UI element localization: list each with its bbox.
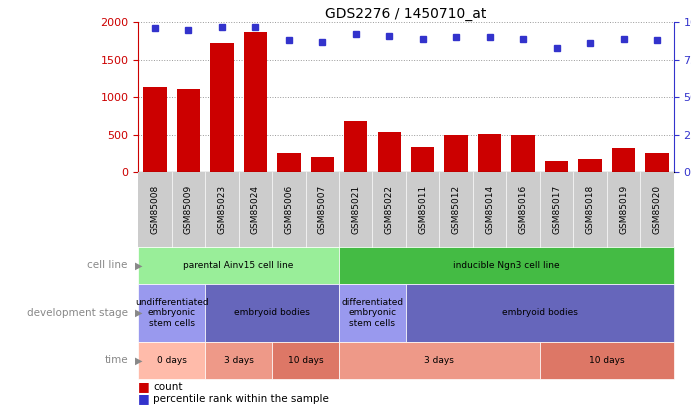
Bar xyxy=(545,161,568,172)
Text: ■: ■ xyxy=(138,392,150,405)
Text: undifferentiated
embryonic
stem cells: undifferentiated embryonic stem cells xyxy=(135,298,209,328)
Bar xyxy=(143,87,167,172)
Text: GSM85014: GSM85014 xyxy=(485,185,494,234)
Text: ▶: ▶ xyxy=(135,356,142,365)
Text: differentiated
embryonic
stem cells: differentiated embryonic stem cells xyxy=(341,298,404,328)
Bar xyxy=(210,43,234,172)
Bar xyxy=(244,32,267,172)
Text: GSM85007: GSM85007 xyxy=(318,185,327,234)
Bar xyxy=(310,157,334,172)
Text: ▶: ▶ xyxy=(135,308,142,318)
Text: GSM85011: GSM85011 xyxy=(418,185,427,234)
Bar xyxy=(645,153,669,172)
Text: development stage: development stage xyxy=(27,308,128,318)
Bar xyxy=(177,89,200,172)
Text: GSM85022: GSM85022 xyxy=(385,185,394,234)
Text: embryoid bodies: embryoid bodies xyxy=(234,308,310,318)
Text: embryoid bodies: embryoid bodies xyxy=(502,308,578,318)
Text: GSM85020: GSM85020 xyxy=(652,185,661,234)
Text: ■: ■ xyxy=(138,380,150,393)
Text: count: count xyxy=(153,382,183,392)
Text: GSM85006: GSM85006 xyxy=(284,185,293,234)
Text: GSM85024: GSM85024 xyxy=(251,185,260,234)
Text: GSM85012: GSM85012 xyxy=(452,185,461,234)
Text: GSM85021: GSM85021 xyxy=(351,185,360,234)
Text: GSM85023: GSM85023 xyxy=(218,185,227,234)
Bar xyxy=(578,160,602,172)
Bar xyxy=(444,135,468,172)
Text: parental Ainv15 cell line: parental Ainv15 cell line xyxy=(183,261,294,270)
Text: 3 days: 3 days xyxy=(224,356,254,365)
Text: percentile rank within the sample: percentile rank within the sample xyxy=(153,394,330,404)
Text: GSM85017: GSM85017 xyxy=(552,185,561,234)
Text: 0 days: 0 days xyxy=(157,356,187,365)
Text: inducible Ngn3 cell line: inducible Ngn3 cell line xyxy=(453,261,560,270)
Bar xyxy=(411,147,435,172)
Text: 3 days: 3 days xyxy=(424,356,455,365)
Bar xyxy=(511,135,535,172)
Bar xyxy=(277,153,301,172)
Text: GSM85016: GSM85016 xyxy=(519,185,528,234)
Text: 10 days: 10 days xyxy=(589,356,625,365)
Text: cell line: cell line xyxy=(88,260,128,270)
Title: GDS2276 / 1450710_at: GDS2276 / 1450710_at xyxy=(325,7,486,21)
Text: GSM85008: GSM85008 xyxy=(151,185,160,234)
Text: GSM85009: GSM85009 xyxy=(184,185,193,234)
Text: ▶: ▶ xyxy=(135,260,142,270)
Text: 10 days: 10 days xyxy=(287,356,323,365)
Text: GSM85019: GSM85019 xyxy=(619,185,628,234)
Text: time: time xyxy=(104,356,128,365)
Bar xyxy=(344,121,368,172)
Bar xyxy=(612,148,635,172)
Bar xyxy=(377,132,401,172)
Text: GSM85018: GSM85018 xyxy=(585,185,594,234)
Bar xyxy=(478,134,502,172)
